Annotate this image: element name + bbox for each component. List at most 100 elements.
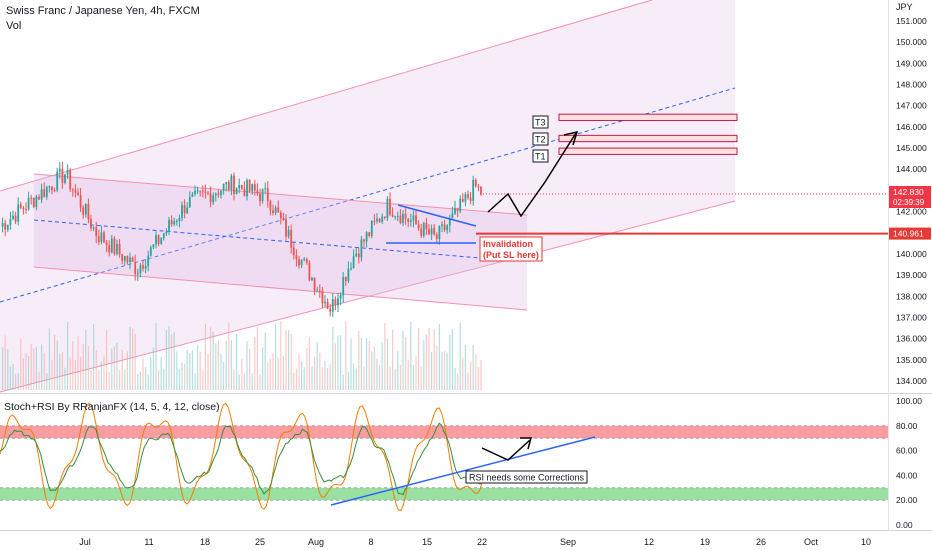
candle-body <box>378 218 381 223</box>
volume-bar <box>77 336 79 390</box>
volume-bar <box>95 350 97 390</box>
candle-body <box>196 190 199 192</box>
candle-body <box>222 184 225 191</box>
volume-bar <box>142 358 144 390</box>
time-tick-label: 25 <box>255 537 265 547</box>
volume-bar <box>15 373 17 390</box>
volume-bar <box>316 341 318 390</box>
indicator-axis[interactable]: 100.00 80.00 60.00 40.00 20.00 0.00 <box>896 396 922 530</box>
oversold-band <box>0 487 888 501</box>
volume-bar <box>412 364 414 390</box>
indicator-title[interactable]: Stoch+RSI By RRanjanFX (14, 5, 4, 12, cl… <box>4 401 220 413</box>
volume-bar <box>241 358 243 390</box>
volume-bar <box>433 328 435 390</box>
price-tick-label: 147.000 <box>896 101 927 111</box>
volume-bar <box>475 354 477 390</box>
volume-bar <box>243 373 245 390</box>
t3-label: T3 <box>535 118 546 128</box>
candle-body <box>363 239 365 242</box>
volume-bar <box>459 322 461 390</box>
lower-channel-fill <box>34 174 527 310</box>
candle-body <box>97 236 100 242</box>
volume-bar <box>444 350 446 390</box>
volume-bar <box>249 348 251 390</box>
price-tick-label: 142.000 <box>896 207 927 217</box>
rsi-projected-path <box>481 439 531 461</box>
candle-body <box>266 188 269 202</box>
candle-body <box>35 196 38 207</box>
candle-body <box>38 196 40 200</box>
volume-bar <box>30 343 32 390</box>
lower-channel-top <box>33 173 528 216</box>
volume-label[interactable]: Vol <box>6 20 22 32</box>
candle-body <box>313 277 316 291</box>
candle-body <box>326 301 329 309</box>
candle-body <box>123 256 126 261</box>
volume-bar <box>165 330 167 390</box>
candle-body <box>32 197 35 207</box>
candle-body <box>383 216 386 218</box>
candle-body <box>454 207 456 214</box>
volume-bar <box>35 346 37 390</box>
drawings <box>386 113 888 244</box>
candle-body <box>230 175 233 190</box>
volume-bar <box>267 362 269 390</box>
candle-body <box>162 233 165 239</box>
volume-bar <box>17 373 19 390</box>
volume-bar <box>111 348 113 390</box>
volume-bar <box>298 354 300 390</box>
volume-bar <box>61 352 63 390</box>
candle-body <box>191 194 194 197</box>
candle-body <box>168 220 170 232</box>
symbol-title[interactable]: Swiss Franc / Japanese Yen, 4h, FXCM <box>6 5 200 17</box>
volume-bar <box>467 372 469 390</box>
candle-body <box>386 198 389 218</box>
candle-body <box>207 192 209 194</box>
candle-body <box>22 207 25 210</box>
triangle-upper-line <box>397 204 477 227</box>
candle-body <box>118 243 121 255</box>
volume-bar <box>340 335 342 390</box>
volume-bar <box>477 367 479 390</box>
time-tick-label: 8 <box>368 537 373 547</box>
volume-bar <box>100 361 102 390</box>
countdown-label: 02:39:39 <box>893 198 925 207</box>
candle-body <box>300 260 303 266</box>
volume-bar <box>160 356 162 390</box>
candle-body <box>74 189 77 193</box>
candle-body <box>443 224 446 231</box>
volume-bar <box>147 374 149 390</box>
volume-bar <box>285 330 287 390</box>
volume-bar <box>366 338 368 390</box>
price-tick-label: 139.000 <box>896 270 927 280</box>
put-sl-text: (Put SL here) <box>483 250 539 260</box>
candle-body <box>451 213 454 219</box>
volume-bar <box>464 345 466 390</box>
volume-bar <box>425 334 427 390</box>
candle-body <box>194 190 196 195</box>
candle-body <box>248 180 251 192</box>
candle-body <box>48 186 51 188</box>
volume-bar <box>106 330 108 390</box>
volume-bar <box>470 361 472 390</box>
price-channels <box>0 0 736 393</box>
candle-body <box>227 181 230 190</box>
price-tick-label: 148.000 <box>896 80 927 90</box>
time-axis[interactable]: Jul 11 18 25 Aug 8 15 22 Sep 12 19 26 Oct 10 <box>79 537 871 547</box>
candle-body <box>350 268 352 270</box>
volume-bar <box>93 324 95 390</box>
volume-bar <box>119 369 121 390</box>
volume-bar <box>210 327 212 390</box>
volume-bar <box>321 366 323 390</box>
sl-price-badge <box>889 227 931 240</box>
volume-bar <box>173 332 175 390</box>
current-price-badge <box>889 186 931 209</box>
candle-body <box>428 229 430 235</box>
candle-body <box>134 261 137 275</box>
target-labels: T3 T2 T1 <box>532 115 549 163</box>
candle-body <box>64 174 66 183</box>
candle-body <box>441 224 443 227</box>
candle-body <box>243 188 246 197</box>
volume-bar <box>152 347 154 390</box>
